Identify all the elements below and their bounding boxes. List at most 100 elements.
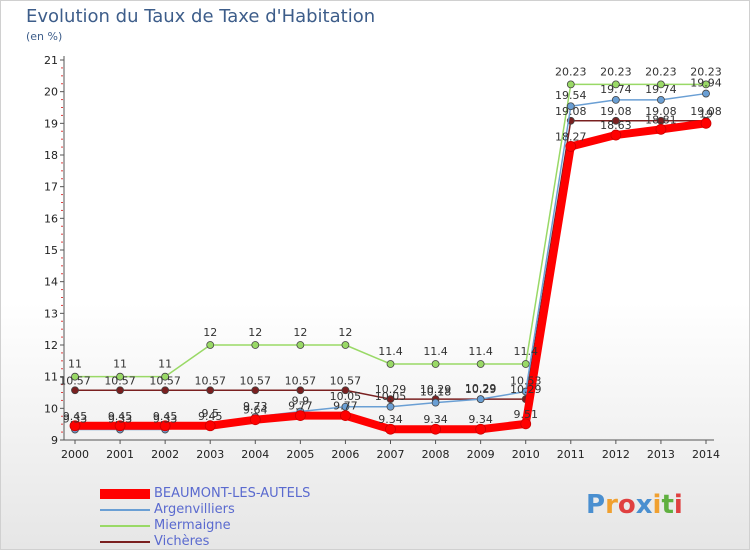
x-tick-label: 2012	[602, 448, 630, 461]
data-label-vicheres: 10.57	[194, 374, 226, 387]
data-point-argenvilliers	[386, 402, 395, 411]
y-axis-unit-label: (en %)	[26, 30, 63, 43]
logo-letter: P	[586, 490, 606, 520]
y-tick-label: 15	[44, 244, 58, 257]
data-point-beaumont	[294, 410, 306, 422]
y-tick-label: 19	[44, 117, 58, 130]
data-label-argenvilliers: 19.74	[600, 83, 632, 96]
x-tick-label: 2010	[512, 448, 540, 461]
data-label-argenvilliers: 10.05	[330, 390, 362, 403]
x-tick-label: 2008	[422, 448, 450, 461]
data-point-vicheres	[296, 386, 305, 395]
data-point-miermaigne	[251, 341, 260, 349]
data-label-argenvilliers: 10.29	[465, 382, 497, 395]
data-label-miermaigne: 11	[158, 358, 172, 371]
data-label-miermaigne: 12	[203, 326, 217, 339]
x-tick-label: 2009	[467, 448, 495, 461]
data-label-beaumont: 9.51	[513, 408, 538, 421]
data-point-miermaigne	[386, 360, 395, 368]
data-point-vicheres	[206, 386, 215, 395]
data-label-vicheres: 10.29	[465, 383, 497, 396]
data-label-beaumont: 9.77	[333, 400, 358, 413]
logo-letter: t	[661, 490, 674, 520]
data-label-vicheres: 10.29	[510, 383, 542, 396]
data-point-vicheres	[341, 386, 350, 395]
data-point-miermaigne	[476, 360, 485, 368]
data-point-beaumont	[114, 420, 126, 432]
data-label-miermaigne: 20.23	[555, 65, 587, 78]
proxiti-logo: Proxiti	[586, 490, 683, 520]
data-label-miermaigne: 12	[338, 326, 352, 339]
x-tick-label: 2013	[647, 448, 675, 461]
data-point-vicheres	[611, 116, 620, 125]
data-label-vicheres: 10.29	[420, 383, 452, 396]
data-label-vicheres: 10.29	[375, 383, 407, 396]
data-point-miermaigne	[341, 341, 350, 349]
data-point-beaumont	[565, 141, 577, 152]
legend-swatch-beaumont	[100, 489, 150, 499]
data-label-beaumont: 9.34	[423, 413, 448, 426]
logo-letter: i	[652, 490, 662, 520]
data-label-argenvilliers: 9.33	[63, 413, 88, 426]
x-tick-label: 2005	[286, 448, 314, 461]
data-label-miermaigne: 20.23	[690, 65, 722, 78]
y-tick-label: 13	[44, 307, 58, 320]
data-point-miermaigne	[71, 372, 79, 381]
data-point-beaumont	[700, 117, 712, 129]
data-label-miermaigne: 11.4	[468, 345, 493, 358]
y-tick-label: 12	[44, 339, 58, 352]
x-tick-label: 2011	[557, 448, 585, 461]
data-point-beaumont	[249, 414, 261, 426]
data-label-miermaigne: 20.23	[600, 65, 632, 78]
data-label-miermaigne: 20.23	[645, 65, 677, 78]
data-label-argenvilliers: 9.33	[153, 413, 178, 426]
legend-swatch-argenvilliers	[100, 509, 150, 511]
data-label-beaumont: 18.63	[600, 119, 632, 132]
data-label-vicheres: 10.57	[285, 374, 317, 387]
x-tick-label: 2004	[241, 448, 269, 461]
data-point-beaumont	[340, 410, 351, 422]
data-point-argenvilliers	[702, 89, 710, 98]
x-tick-label: 2000	[61, 448, 89, 461]
data-point-argenvilliers	[431, 398, 440, 407]
data-label-beaumont: 9.34	[468, 413, 493, 426]
data-point-beaumont	[204, 420, 216, 432]
data-point-beaumont	[475, 423, 487, 435]
data-label-miermaigne: 11	[68, 358, 82, 371]
data-label-argenvilliers: 9.73	[243, 400, 268, 413]
x-tick-label: 2003	[196, 448, 224, 461]
data-label-beaumont: 9.64	[243, 404, 268, 417]
legend-label-miermaigne: Miermaigne	[154, 518, 231, 533]
data-point-miermaigne	[611, 80, 620, 89]
data-label-vicheres: 10.57	[149, 374, 181, 387]
logo-letter: o	[617, 490, 636, 520]
data-point-beaumont	[655, 123, 667, 135]
legend-swatch-vicheres	[100, 541, 150, 543]
data-point-miermaigne	[702, 80, 710, 89]
data-label-argenvilliers: 19.94	[690, 77, 722, 90]
data-label-beaumont: 9.34	[378, 413, 403, 426]
logo-letter: x	[635, 490, 653, 520]
legend-swatch-miermaigne	[100, 525, 150, 527]
data-label-vicheres: 10.57	[59, 374, 91, 387]
y-tick-label: 10	[44, 402, 58, 415]
data-label-vicheres: 19.08	[690, 105, 722, 118]
data-label-vicheres: 19.08	[555, 105, 587, 118]
y-tick-label: 16	[44, 212, 58, 225]
data-label-vicheres: 10.57	[330, 374, 362, 387]
data-point-vicheres	[71, 386, 79, 395]
y-tick-label: 21	[44, 54, 58, 67]
y-tick-label: 18	[44, 149, 58, 162]
data-label-vicheres: 10.57	[104, 374, 136, 387]
data-point-miermaigne	[116, 372, 124, 381]
data-point-miermaigne	[657, 80, 665, 89]
data-label-beaumont: 9.45	[153, 410, 178, 423]
x-tick-label: 2001	[106, 448, 134, 461]
data-point-argenvilliers	[476, 395, 485, 404]
data-label-beaumont: 18.81	[645, 113, 677, 126]
data-point-beaumont	[520, 418, 532, 430]
chart-title: Evolution du Taux de Taxe d'Habitation	[26, 6, 376, 27]
data-point-vicheres	[251, 386, 260, 395]
data-point-miermaigne	[296, 341, 305, 349]
